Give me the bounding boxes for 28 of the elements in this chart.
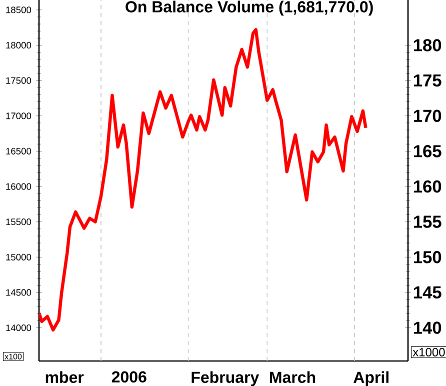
- text: x100: [4, 354, 22, 360]
- y2-tick-label: 175: [414, 74, 442, 87]
- y-tick-label: 17000: [6, 112, 32, 120]
- line-series: [39, 28, 368, 332]
- y-tick-label: 15500: [6, 218, 32, 226]
- x-tick-label: 2006: [112, 371, 146, 383]
- y2-tick-label: 165: [414, 145, 442, 158]
- y2-tick-label: 160: [414, 180, 442, 193]
- y-tick-label: 14000: [6, 324, 32, 332]
- x-tick-label: February: [192, 371, 260, 386]
- y2-tick-label: 155: [414, 216, 442, 228]
- y2-tick-label: 150: [414, 251, 442, 264]
- text: x1000: [412, 348, 445, 356]
- y-tick-label: 16000: [6, 183, 32, 190]
- x-tick-label: mber: [46, 371, 84, 383]
- chart-title: On Balance Volume (1,681,770.0): [126, 0, 373, 16]
- y2-tick-label: 140: [414, 322, 442, 334]
- y-tick-label: 18500: [6, 6, 32, 14]
- y-tick-label: 17500: [6, 77, 32, 84]
- y-tick-label: 16500: [6, 148, 32, 154]
- y-tick-label: 14500: [6, 289, 32, 296]
- y-tick-label: 15000: [6, 254, 32, 260]
- y-tick-label: 18000: [6, 42, 32, 49]
- x-tick-label: April: [354, 371, 388, 386]
- x-tick-label: March: [270, 371, 316, 383]
- y2-tick-label: 170: [414, 110, 442, 122]
- y2-tick-label: 180: [414, 39, 442, 52]
- y2-tick-label: 145: [414, 286, 442, 299]
